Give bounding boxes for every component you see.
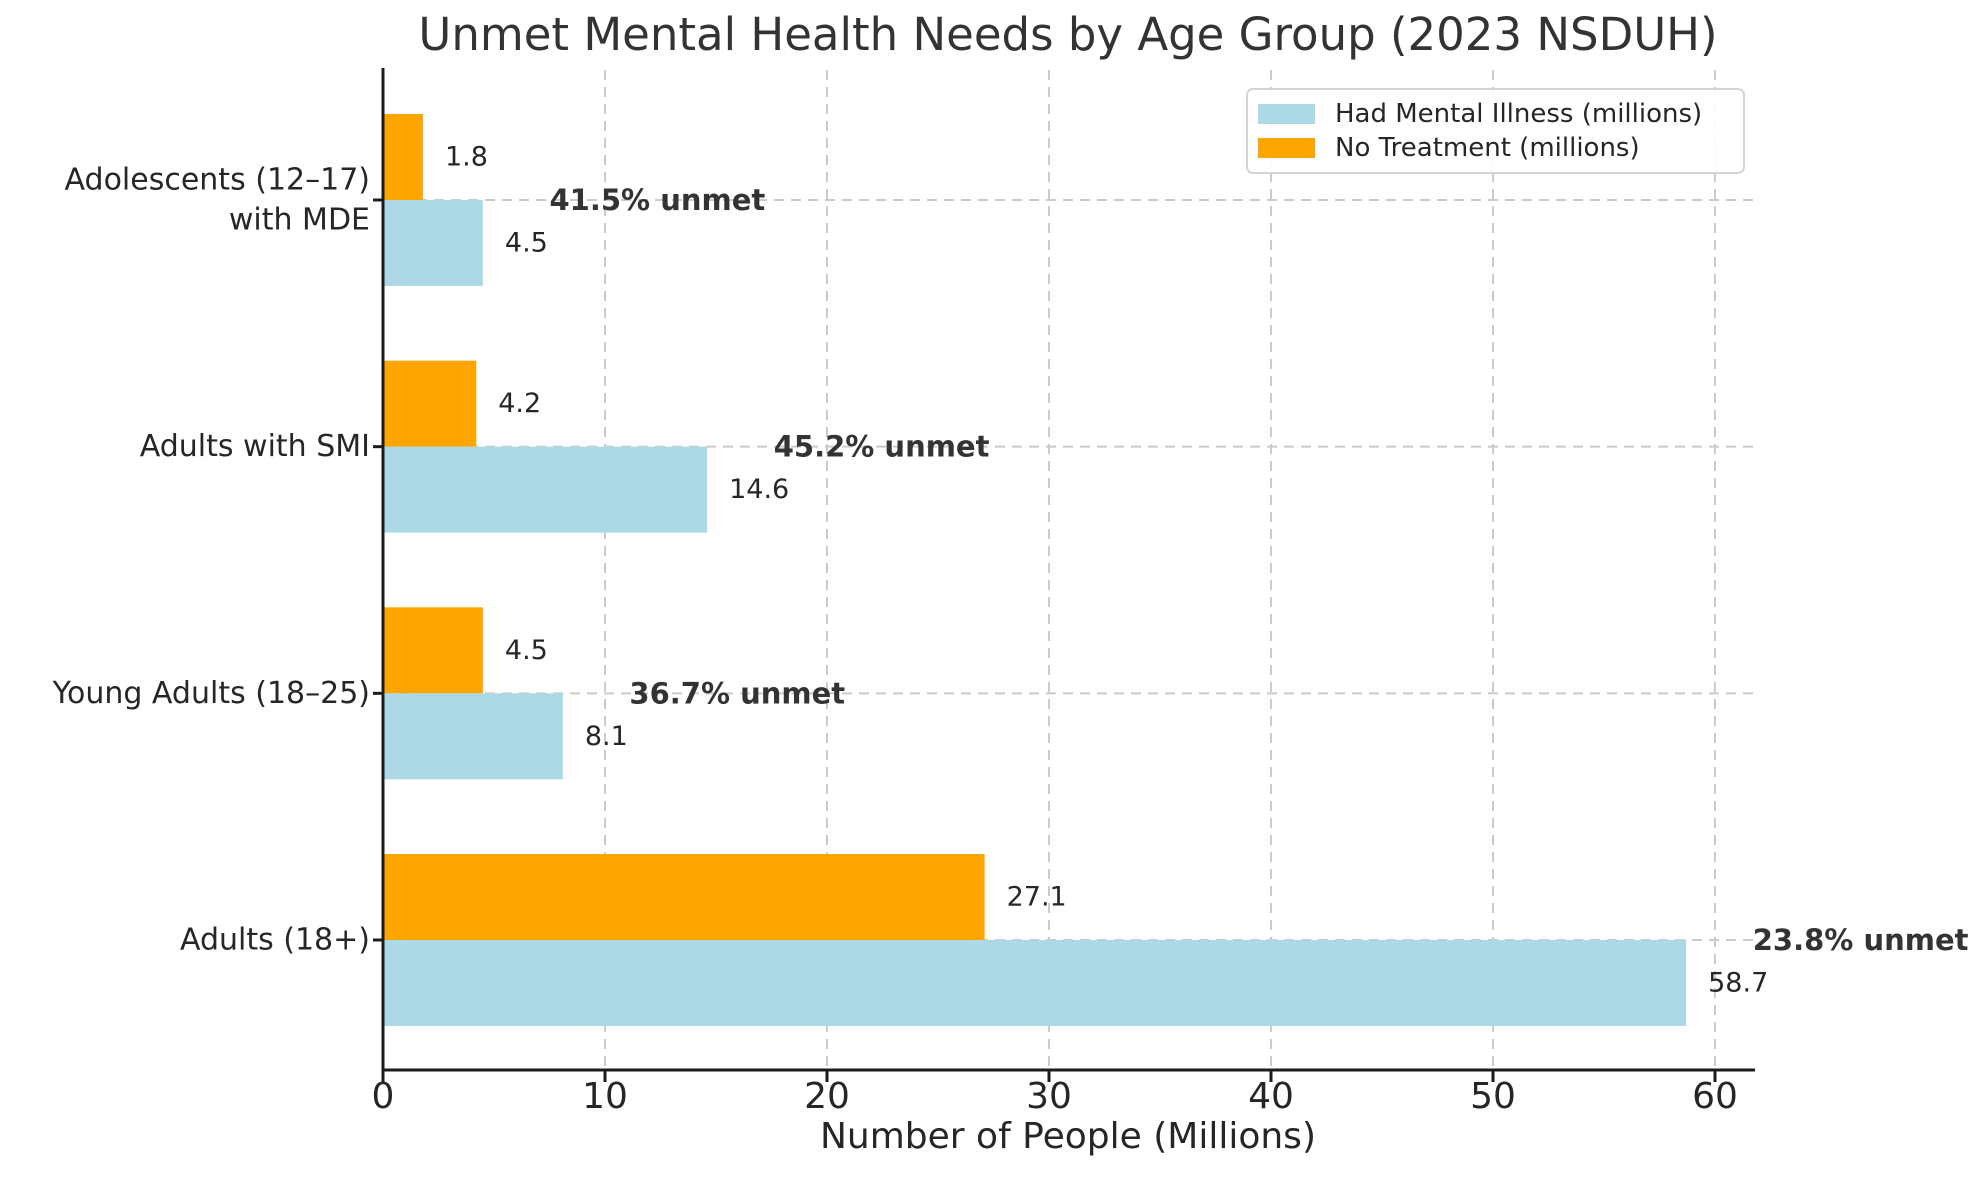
value-label-had-mental-illness-1: 14.6 xyxy=(729,474,789,505)
x-tick-label-20: 20 xyxy=(804,1076,850,1117)
x-tick-label-0: 0 xyxy=(372,1076,395,1117)
legend: Had Mental Illness (millions) No Treatme… xyxy=(1246,88,1745,174)
value-label-had-mental-illness-0: 4.5 xyxy=(505,228,548,259)
x-tick-label-30: 30 xyxy=(1026,1076,1072,1117)
legend-swatch-no-treatment xyxy=(1258,138,1315,159)
x-tick-label-10: 10 xyxy=(582,1076,628,1117)
y-category-label-3: Adults (18+) xyxy=(180,923,370,958)
bar-had-mental-illness-0 xyxy=(383,200,483,286)
legend-label-had-mental-illness: Had Mental Illness (millions) xyxy=(1335,98,1703,129)
x-tick-label-50: 50 xyxy=(1470,1076,1516,1117)
percent-annotation-1: 45.2% unmet xyxy=(774,430,990,464)
chart-title: Unmet Mental Health Needs by Age Group (… xyxy=(418,8,1718,61)
y-category-label-2: Young Adults (18–25) xyxy=(52,676,370,711)
y-category-label-0: with MDE xyxy=(229,203,370,238)
y-category-label-0: Adolescents (12–17) xyxy=(65,163,370,198)
bar-no-treatment-1 xyxy=(383,360,477,447)
percent-annotation-3: 23.8% unmet xyxy=(1753,923,1969,957)
value-label-had-mental-illness-3: 58.7 xyxy=(1708,968,1768,999)
y-category-label-1: Adults with SMI xyxy=(140,429,370,464)
value-label-no-treatment-3: 27.1 xyxy=(1007,882,1067,913)
bar-had-mental-illness-3 xyxy=(383,940,1687,1027)
bar-no-treatment-0 xyxy=(383,114,423,200)
x-axis-label: Number of People (Millions) xyxy=(819,1116,1316,1157)
value-label-no-treatment-2: 4.5 xyxy=(505,635,548,666)
legend-swatch-had-mental-illness xyxy=(1258,103,1315,124)
bar-no-treatment-2 xyxy=(383,607,483,694)
bar-had-mental-illness-2 xyxy=(383,693,563,780)
x-tick-label-60: 60 xyxy=(1692,1076,1738,1117)
bar-no-treatment-3 xyxy=(383,854,985,941)
percent-annotation-0: 41.5% unmet xyxy=(550,183,766,217)
bar-had-mental-illness-1 xyxy=(383,446,708,533)
legend-item-had-mental-illness: Had Mental Illness (millions) xyxy=(1258,99,1743,129)
legend-label-no-treatment: No Treatment (millions) xyxy=(1335,133,1640,164)
percent-annotation-2: 36.7% unmet xyxy=(629,676,845,710)
value-label-no-treatment-0: 1.8 xyxy=(445,142,488,173)
legend-item-no-treatment: No Treatment (millions) xyxy=(1258,133,1743,163)
value-label-no-treatment-1: 4.2 xyxy=(498,388,541,419)
value-label-had-mental-illness-2: 8.1 xyxy=(585,721,628,752)
x-tick-label-40: 40 xyxy=(1248,1076,1294,1117)
